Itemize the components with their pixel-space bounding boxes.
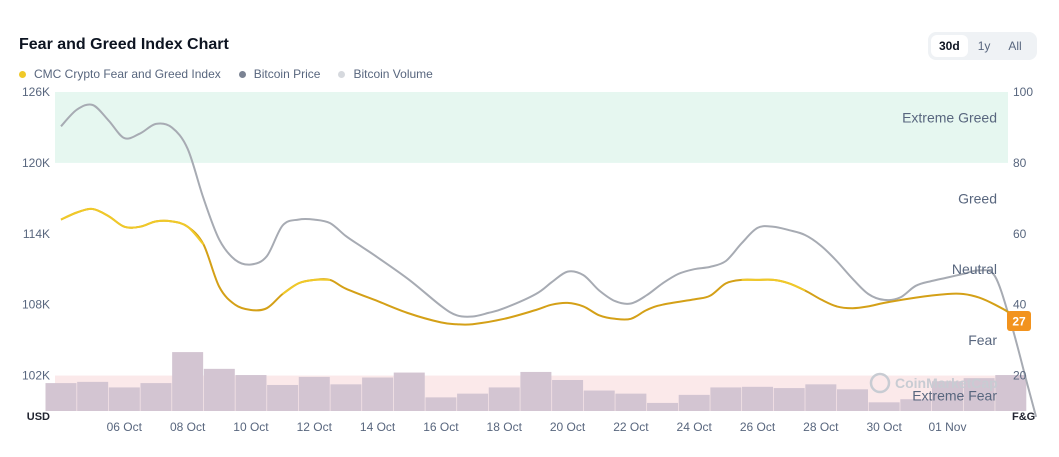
fear-greed-highlight-segment [60,207,205,246]
fear-greed-highlight-segment [282,278,331,295]
legend-label: Bitcoin Price [253,67,321,81]
x-tick-label: 26 Oct [740,420,776,434]
legend-label: Bitcoin Volume [353,67,433,81]
volume-bar [900,399,932,411]
volume-bar [583,390,615,411]
volume-bar [77,381,109,411]
zone-label-neutral: Neutral [952,261,997,277]
watermark-text: CoinMarketCap [895,375,998,391]
x-tick-label: 06 Oct [107,420,143,434]
y-right-tick-label: 60 [1013,227,1027,241]
y-left-tick-label: 108K [22,298,50,312]
volume-bar [868,402,900,411]
volume-bar [552,380,584,411]
current-value-label: 27 [1012,315,1026,329]
y-right-unit-label: F&G [1012,411,1035,423]
volume-bar [742,386,774,411]
range-selector: 30d 1y All [928,32,1037,60]
volume-bar [172,352,204,411]
x-tick-label: 01 Nov [928,420,966,434]
x-tick-label: 10 Oct [233,420,269,434]
zone-band-extreme-greed [55,92,1008,163]
page-title: Fear and Greed Index Chart [19,36,229,53]
y-right-tick-label: 80 [1013,156,1027,170]
y-left-tick-label: 102K [22,369,50,383]
legend-item-bitcoin-volume[interactable]: Bitcoin Volume [338,67,433,81]
fear-greed-highlight-segment [741,278,806,292]
x-tick-label: 08 Oct [170,420,206,434]
x-tick-label: 22 Oct [613,420,649,434]
volume-bar [393,372,425,411]
x-tick-label: 30 Oct [866,420,902,434]
volume-bar [995,375,1027,411]
volume-bar [330,384,362,411]
volume-bar [647,402,679,411]
y-left-unit-label: USD [27,411,50,423]
x-tick-label: 20 Oct [550,420,586,434]
x-tick-label: 18 Oct [487,420,523,434]
y-left-tick-label: 126K [22,85,50,99]
volume-bar [773,388,805,411]
volume-bar [805,384,837,411]
volume-bar [267,384,299,411]
volume-bar [963,378,995,411]
x-tick-label: 16 Oct [423,420,459,434]
legend-dot-icon [238,70,246,78]
current-value-badge [1007,311,1031,331]
volume-bar [45,383,77,411]
volume-bar [678,394,710,411]
chart-legend: CMC Crypto Fear and Greed Index Bitcoin … [19,67,451,81]
legend-item-fear-greed[interactable]: CMC Crypto Fear and Greed Index [19,67,221,81]
x-tick-label: 12 Oct [297,420,333,434]
volume-bar [108,387,140,411]
volume-bar [362,377,394,411]
y-right-tick-label: 100 [1013,85,1033,99]
y-left-tick-label: 114K [23,227,50,241]
fear-greed-index-line [60,207,1031,327]
y-right-tick-label: 40 [1013,298,1027,312]
zone-label-extreme-fear: Extreme Fear [912,387,997,403]
volume-bar [710,387,742,411]
legend-label: CMC Crypto Fear and Greed Index [34,67,221,81]
volume-bar [140,383,172,411]
zone-label-fear: Fear [968,332,997,348]
range-all-button[interactable]: All [1008,39,1022,53]
volume-bar [203,368,235,411]
bitcoin-price-line [60,103,1038,418]
legend-dot-icon [338,70,346,78]
volume-bar [235,375,267,411]
volume-bar [520,371,552,411]
zone-label-extreme-greed: Extreme Greed [902,109,997,125]
volume-bar [488,387,520,411]
legend-dot-icon [19,70,26,78]
y-left-tick-label: 120K [22,156,50,170]
volume-bar [931,381,963,411]
x-tick-label: 24 Oct [677,420,713,434]
range-30d-button[interactable]: 30d [931,35,968,57]
x-tick-label: 14 Oct [360,420,396,434]
zone-label-greed: Greed [958,190,997,206]
volume-bar [298,376,330,411]
y-right-tick-label: 20 [1013,369,1027,383]
range-1y-button[interactable]: 1y [977,39,991,53]
volume-bar [425,397,457,411]
volume-bar [615,393,647,411]
volume-bar [837,389,868,411]
volume-bar [457,393,489,411]
x-tick-label: 28 Oct [803,420,839,434]
legend-item-bitcoin-price[interactable]: Bitcoin Price [238,67,321,81]
watermark-logo-icon [869,372,891,394]
